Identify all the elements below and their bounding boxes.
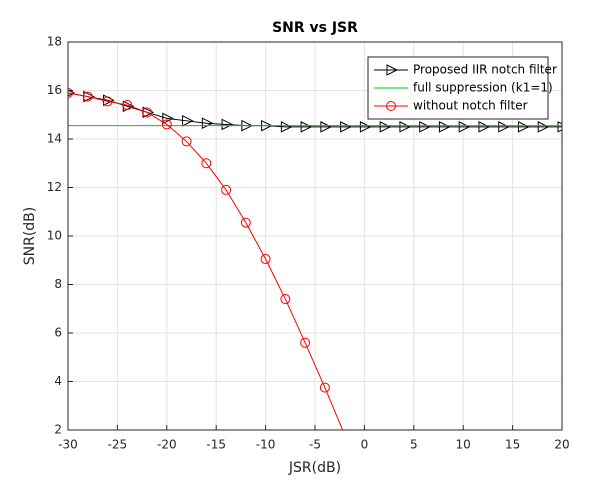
y-tick-label: 8 (54, 277, 62, 291)
marker (498, 121, 510, 133)
marker (280, 294, 291, 305)
y-tick-label: 4 (54, 374, 62, 388)
y-tick-label: 10 (47, 229, 62, 243)
marker (68, 87, 73, 98)
legend-label: without notch filter (413, 99, 528, 113)
x-tick-label: 20 (554, 438, 569, 452)
marker (82, 91, 93, 102)
x-tick-label: 0 (361, 438, 369, 452)
marker (240, 217, 251, 228)
x-axis-label: JSR(dB) (288, 460, 341, 476)
marker (162, 112, 174, 125)
marker (557, 121, 562, 133)
x-tick-label: 15 (505, 438, 520, 452)
series-layer (68, 87, 562, 430)
x-tick-label: -25 (108, 438, 128, 452)
x-tick-label: -30 (58, 438, 78, 452)
marker (399, 121, 412, 133)
marker (142, 107, 153, 118)
legend: Proposed IIR notch filter full suppressio… (367, 56, 557, 120)
x-tick-label: 10 (456, 438, 471, 452)
marker (201, 158, 212, 169)
series-line (68, 92, 344, 430)
y-tick-label: 6 (54, 326, 62, 340)
chart-title: SNR vs JSR (272, 20, 358, 36)
marker (359, 121, 372, 133)
x-tick-label: -5 (309, 438, 321, 452)
marker (122, 100, 133, 111)
marker (161, 119, 172, 130)
marker (458, 121, 471, 133)
x-tick-label: -10 (256, 438, 276, 452)
marker (260, 254, 271, 265)
marker (182, 115, 194, 127)
x-tick-label: -15 (206, 438, 226, 452)
marker (300, 121, 313, 133)
y-tick-label: 18 (47, 35, 62, 49)
marker (537, 121, 550, 133)
marker (221, 118, 234, 131)
marker (319, 382, 330, 393)
marker (340, 121, 352, 133)
marker (300, 337, 311, 348)
marker (181, 136, 192, 147)
marker (386, 64, 399, 76)
y-tick-label: 16 (47, 83, 62, 97)
legend-label: Proposed IIR notch filter (413, 63, 557, 77)
marker (320, 121, 332, 133)
y-tick-label: 14 (47, 132, 62, 146)
y-axis-label: SNR(dB) (22, 207, 38, 266)
marker (221, 184, 232, 195)
x-tick-label: 5 (410, 438, 418, 452)
marker (379, 121, 392, 133)
y-tick-label: 12 (47, 180, 62, 194)
legend-label: full suppression (k1=1) (413, 81, 553, 95)
marker (280, 121, 293, 133)
x-tick-label: -20 (157, 438, 177, 452)
marker (478, 121, 491, 133)
y-tick-label: 2 (54, 423, 62, 437)
marker (102, 96, 113, 107)
marker (419, 121, 431, 133)
marker (438, 121, 451, 133)
marker (517, 121, 530, 133)
marker (343, 429, 346, 430)
marker (386, 101, 396, 111)
